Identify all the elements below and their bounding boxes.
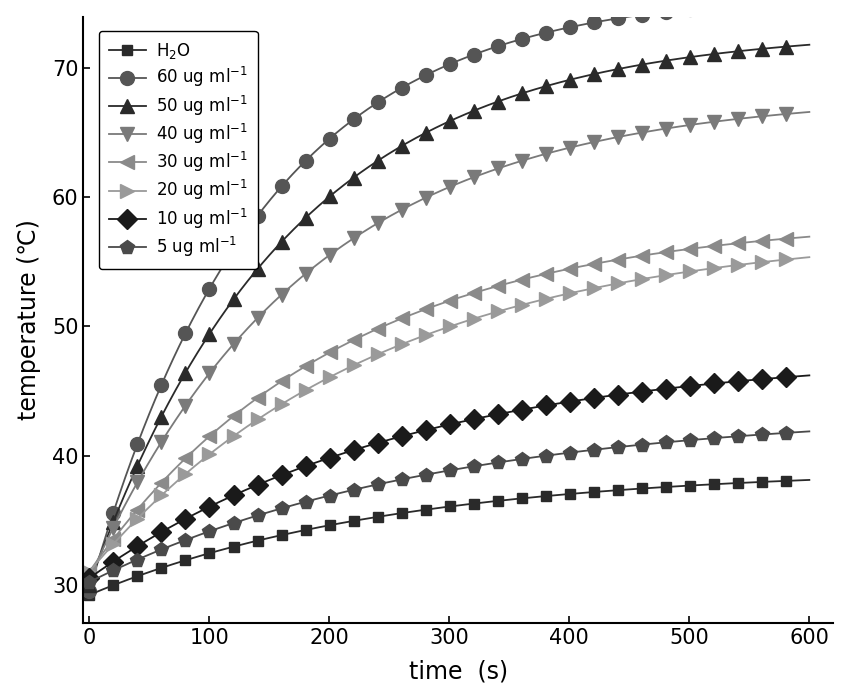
5 ug ml$^{-1}$ [626,442,637,450]
20 ug ml$^{-1}$ [804,253,814,261]
H$_2$O [565,490,575,498]
H$_2$O [410,507,420,515]
30 ug ml$^{-1}$ [804,232,814,241]
5 ug ml$^{-1}$ [212,524,222,533]
50 ug ml$^{-1}$ [269,246,280,254]
60 ug ml$^{-1}$ [804,0,814,4]
60 ug ml$^{-1}$ [508,37,518,46]
5 ug ml$^{-1}$ [410,473,420,481]
Line: 40 ug ml$^{-1}$: 40 ug ml$^{-1}$ [82,105,816,585]
Line: 10 ug ml$^{-1}$: 10 ug ml$^{-1}$ [82,368,816,585]
60 ug ml$^{-1}$ [626,12,637,20]
20 ug ml$^{-1}$ [410,335,420,343]
50 ug ml$^{-1}$ [84,580,94,589]
Line: 50 ug ml$^{-1}$: 50 ug ml$^{-1}$ [82,38,816,591]
10 ug ml$^{-1}$ [508,407,518,415]
30 ug ml$^{-1}$ [565,265,575,273]
60 ug ml$^{-1}$ [84,587,94,595]
H$_2$O [84,591,94,599]
60 ug ml$^{-1}$ [269,190,280,199]
50 ug ml$^{-1}$ [212,319,222,328]
H$_2$O [804,476,814,484]
10 ug ml$^{-1}$ [804,371,814,379]
50 ug ml$^{-1}$ [804,41,814,49]
50 ug ml$^{-1}$ [508,92,518,100]
10 ug ml$^{-1}$ [212,499,222,508]
30 ug ml$^{-1}$ [410,309,420,317]
10 ug ml$^{-1}$ [269,474,280,482]
20 ug ml$^{-1}$ [84,568,94,576]
H$_2$O [508,495,518,503]
50 ug ml$^{-1}$ [410,134,420,143]
20 ug ml$^{-1}$ [565,289,575,298]
50 ug ml$^{-1}$ [626,62,637,71]
30 ug ml$^{-1}$ [84,568,94,576]
Line: 30 ug ml$^{-1}$: 30 ug ml$^{-1}$ [82,230,816,579]
H$_2$O [626,485,637,494]
20 ug ml$^{-1}$ [212,444,222,453]
30 ug ml$^{-1}$ [626,253,637,262]
50 ug ml$^{-1}$ [565,76,575,84]
5 ug ml$^{-1}$ [565,449,575,457]
10 ug ml$^{-1}$ [410,428,420,437]
40 ug ml$^{-1}$ [626,130,637,139]
Line: 5 ug ml$^{-1}$: 5 ug ml$^{-1}$ [82,424,816,589]
30 ug ml$^{-1}$ [212,426,222,434]
5 ug ml$^{-1}$ [84,578,94,587]
Line: H$_2$O: H$_2$O [84,475,814,600]
10 ug ml$^{-1}$ [565,398,575,406]
40 ug ml$^{-1}$ [804,108,814,116]
40 ug ml$^{-1}$ [508,159,518,167]
40 ug ml$^{-1}$ [84,574,94,582]
5 ug ml$^{-1}$ [269,506,280,514]
60 ug ml$^{-1}$ [212,272,222,281]
5 ug ml$^{-1}$ [804,427,814,435]
20 ug ml$^{-1}$ [508,303,518,312]
Legend: H$_2$O, 60 ug ml$^{-1}$, 50 ug ml$^{-1}$, 40 ug ml$^{-1}$, 30 ug ml$^{-1}$, 20 u: H$_2$O, 60 ug ml$^{-1}$, 50 ug ml$^{-1}$… [99,31,258,269]
30 ug ml$^{-1}$ [508,278,518,286]
H$_2$O [212,547,222,555]
Y-axis label: temperature (℃): temperature (℃) [17,220,41,421]
10 ug ml$^{-1}$ [626,389,637,397]
10 ug ml$^{-1}$ [84,574,94,582]
60 ug ml$^{-1}$ [410,76,420,85]
X-axis label: time  (s): time (s) [409,659,507,683]
20 ug ml$^{-1}$ [626,276,637,285]
40 ug ml$^{-1}$ [565,144,575,152]
40 ug ml$^{-1}$ [410,199,420,207]
40 ug ml$^{-1}$ [212,360,222,368]
30 ug ml$^{-1}$ [269,382,280,390]
40 ug ml$^{-1}$ [269,297,280,305]
H$_2$O [269,533,280,541]
Line: 20 ug ml$^{-1}$: 20 ug ml$^{-1}$ [82,250,816,579]
5 ug ml$^{-1}$ [508,456,518,464]
Line: 60 ug ml$^{-1}$: 60 ug ml$^{-1}$ [82,0,816,598]
60 ug ml$^{-1}$ [565,23,575,32]
20 ug ml$^{-1}$ [269,405,280,413]
